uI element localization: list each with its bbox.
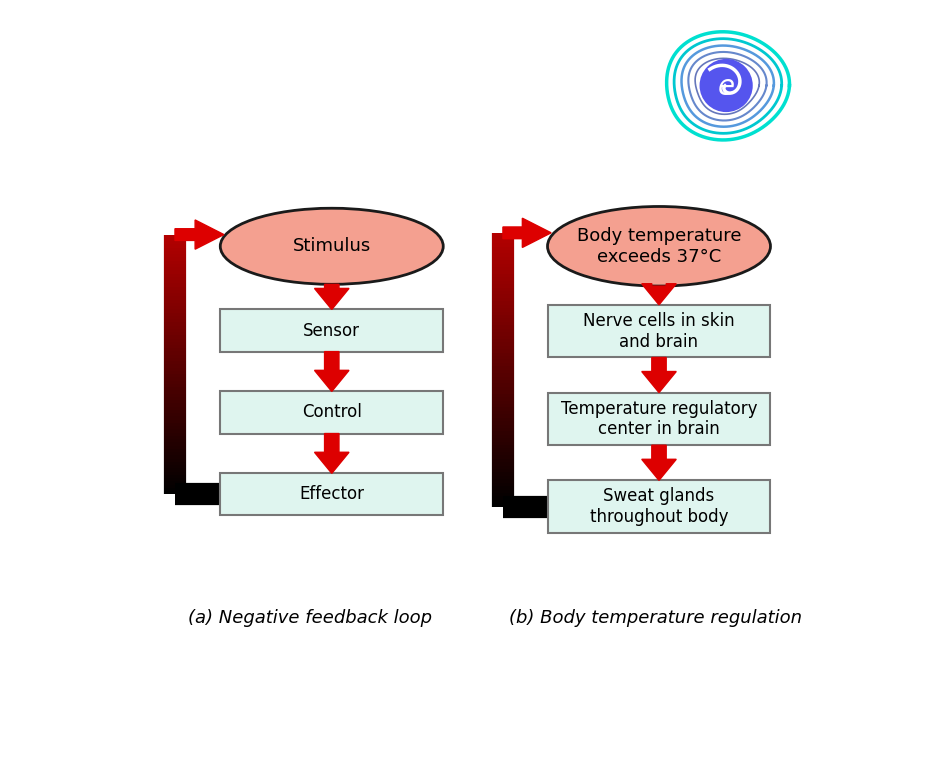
Text: (a) Negative feedback loop: (a) Negative feedback loop	[188, 609, 432, 627]
Text: Stimulus: Stimulus	[292, 237, 371, 255]
FancyArrow shape	[314, 284, 349, 309]
Ellipse shape	[220, 208, 443, 284]
FancyArrow shape	[641, 357, 676, 393]
Text: Nerve cells in skin
and brain: Nerve cells in skin and brain	[582, 312, 734, 350]
FancyArrow shape	[641, 445, 676, 480]
FancyArrow shape	[314, 433, 349, 473]
FancyArrow shape	[641, 283, 676, 305]
FancyBboxPatch shape	[547, 305, 769, 357]
FancyArrow shape	[502, 218, 551, 248]
FancyBboxPatch shape	[220, 309, 443, 352]
FancyBboxPatch shape	[220, 391, 443, 433]
Text: Effector: Effector	[298, 486, 364, 503]
Text: Body temperature
exceeds 37°C: Body temperature exceeds 37°C	[576, 227, 741, 266]
Text: (b) Body temperature regulation: (b) Body temperature regulation	[508, 609, 801, 627]
FancyBboxPatch shape	[547, 480, 769, 533]
FancyArrow shape	[314, 352, 349, 391]
FancyBboxPatch shape	[220, 473, 443, 515]
Text: Sweat glands
throughout body: Sweat glands throughout body	[590, 487, 728, 526]
Text: Sensor: Sensor	[303, 321, 360, 340]
Ellipse shape	[547, 207, 769, 286]
FancyBboxPatch shape	[547, 393, 769, 445]
Circle shape	[699, 59, 752, 112]
Text: Temperature regulatory
center in brain: Temperature regulatory center in brain	[560, 400, 756, 439]
Text: Control: Control	[301, 404, 362, 422]
Text: e: e	[717, 72, 734, 100]
FancyArrow shape	[175, 220, 223, 249]
